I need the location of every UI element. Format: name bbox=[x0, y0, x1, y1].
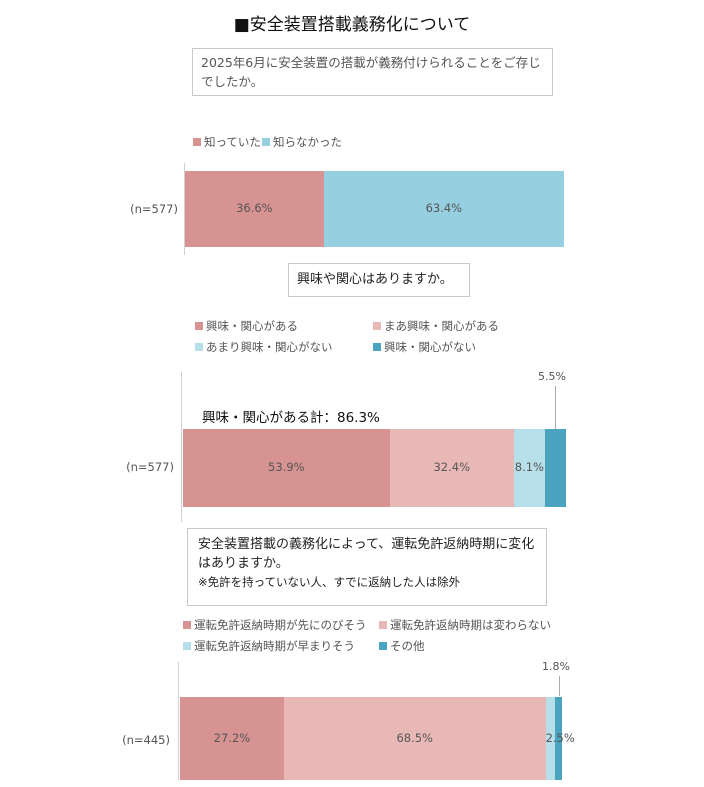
chart3-axis bbox=[178, 662, 179, 780]
legend-swatch bbox=[373, 343, 381, 351]
leader-line bbox=[555, 386, 556, 430]
bar-segment-other bbox=[555, 697, 562, 780]
segment-label-not-very-interested: 8.1% bbox=[514, 460, 544, 474]
legend-label: 興味・関心がある bbox=[206, 319, 298, 333]
legend-item-unknown: 知らなかった bbox=[262, 134, 342, 150]
segment-label-unchanged: 68.5% bbox=[396, 730, 433, 745]
question-note: ※免許を持っていない人、すでに返納した人は除外 bbox=[198, 575, 461, 589]
legend-swatch bbox=[195, 343, 203, 351]
bar-segment-known bbox=[185, 171, 324, 247]
bar-segment-interested bbox=[183, 429, 390, 507]
segment-label-known: 36.6% bbox=[236, 201, 273, 215]
chart1-sample-size: (n=577) bbox=[130, 202, 178, 216]
legend-label: その他 bbox=[390, 639, 425, 653]
segment-label-interested: 53.9% bbox=[268, 460, 305, 474]
segment-label-unknown: 63.4% bbox=[425, 201, 463, 215]
bar-segment-later bbox=[180, 697, 284, 780]
bar-segment-unknown bbox=[323, 171, 564, 247]
chart1-axis bbox=[184, 163, 185, 255]
segment-label-other: 1.8% bbox=[542, 660, 570, 673]
legend-label: まあ興味・関心がある bbox=[384, 319, 499, 333]
legend-label: 知っていた bbox=[204, 135, 261, 149]
legend-item-earlier: 運転免許返納時期が早まりそう bbox=[183, 638, 355, 654]
legend-item-not-very-interested: あまり興味・関心がない bbox=[195, 339, 333, 355]
legend-swatch bbox=[373, 322, 381, 330]
chart2-bar bbox=[183, 429, 566, 507]
chart3-sample-size: (n=445) bbox=[122, 733, 170, 747]
bar-segment-earlier bbox=[545, 697, 556, 780]
legend-swatch bbox=[262, 138, 270, 146]
question-text: 安全装置搭載の義務化によって、運転免許返納時期に変化はありますか。 bbox=[198, 537, 535, 571]
segment-label-not-interested: 5.5% bbox=[538, 370, 566, 383]
legend-swatch bbox=[193, 138, 201, 146]
question-box-2: 興味や関心はありますか。 bbox=[288, 263, 470, 297]
legend-item-unchanged: 運転免許返納時期は変わらない bbox=[379, 617, 551, 633]
legend-label: 知らなかった bbox=[273, 135, 342, 149]
chart2-axis bbox=[181, 372, 182, 522]
legend-item-somewhat-interested: まあ興味・関心がある bbox=[373, 318, 499, 334]
chart1-bar bbox=[185, 171, 564, 247]
legend-label: あまり興味・関心がない bbox=[206, 340, 333, 354]
segment-label-later: 27.2% bbox=[213, 730, 251, 745]
legend-item-known: 知っていた bbox=[193, 134, 261, 150]
legend-label: 運転免許返納時期が早まりそう bbox=[194, 639, 355, 653]
legend-swatch bbox=[379, 621, 387, 629]
legend-swatch bbox=[183, 642, 191, 650]
chart3-bar bbox=[180, 697, 562, 780]
legend-item-later: 運転免許返納時期が先にのびそう bbox=[183, 617, 367, 633]
segment-label-earlier: 2.5% bbox=[546, 731, 575, 745]
question-box-3: 安全装置搭載の義務化によって、運転免許返納時期に変化はありますか。 ※免許を持っ… bbox=[187, 528, 547, 606]
bar-segment-not-interested bbox=[544, 429, 566, 507]
chart2-subtotal: 興味・関心がある計：86.3% bbox=[202, 410, 380, 426]
legend-label: 興味・関心がない bbox=[384, 340, 476, 354]
bar-segment-not-very-interested bbox=[513, 429, 545, 507]
bar-segment-unchanged bbox=[283, 697, 546, 780]
chart2-sample-size: (n=577) bbox=[126, 460, 174, 474]
segment-label-somewhat-interested: 32.4% bbox=[433, 460, 471, 474]
legend-item-interested: 興味・関心がある bbox=[195, 318, 298, 334]
legend-item-other: その他 bbox=[379, 638, 425, 654]
legend-item-not-interested: 興味・関心がない bbox=[373, 339, 476, 355]
legend-label: 運転免許返納時期が先にのびそう bbox=[194, 618, 367, 632]
legend-swatch bbox=[379, 642, 387, 650]
leader-line bbox=[559, 676, 560, 696]
legend-swatch bbox=[195, 322, 203, 330]
page-title: ■安全装置搭載義務化について bbox=[233, 15, 471, 35]
question-box-1: 2025年6月に安全装置の搭載が義務付けられることをご存じでしたか。 bbox=[192, 48, 553, 96]
bar-segment-somewhat-interested bbox=[389, 429, 514, 507]
legend-label: 運転免許返納時期は変わらない bbox=[390, 618, 551, 632]
legend-swatch bbox=[183, 621, 191, 629]
